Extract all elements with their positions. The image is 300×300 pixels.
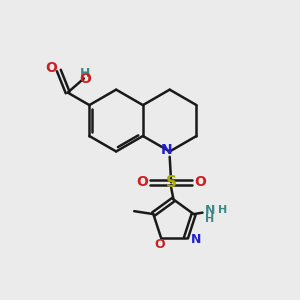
Text: S: S (166, 175, 177, 190)
Text: N: N (160, 143, 172, 157)
Text: O: O (80, 72, 91, 86)
Text: O: O (154, 238, 165, 251)
Text: H: H (205, 214, 214, 224)
Text: O: O (46, 61, 57, 75)
Text: O: O (136, 176, 148, 189)
Text: O: O (195, 176, 206, 189)
Text: H: H (218, 205, 227, 215)
Text: H: H (80, 67, 91, 80)
Text: N: N (191, 233, 202, 246)
Text: N: N (205, 204, 215, 217)
